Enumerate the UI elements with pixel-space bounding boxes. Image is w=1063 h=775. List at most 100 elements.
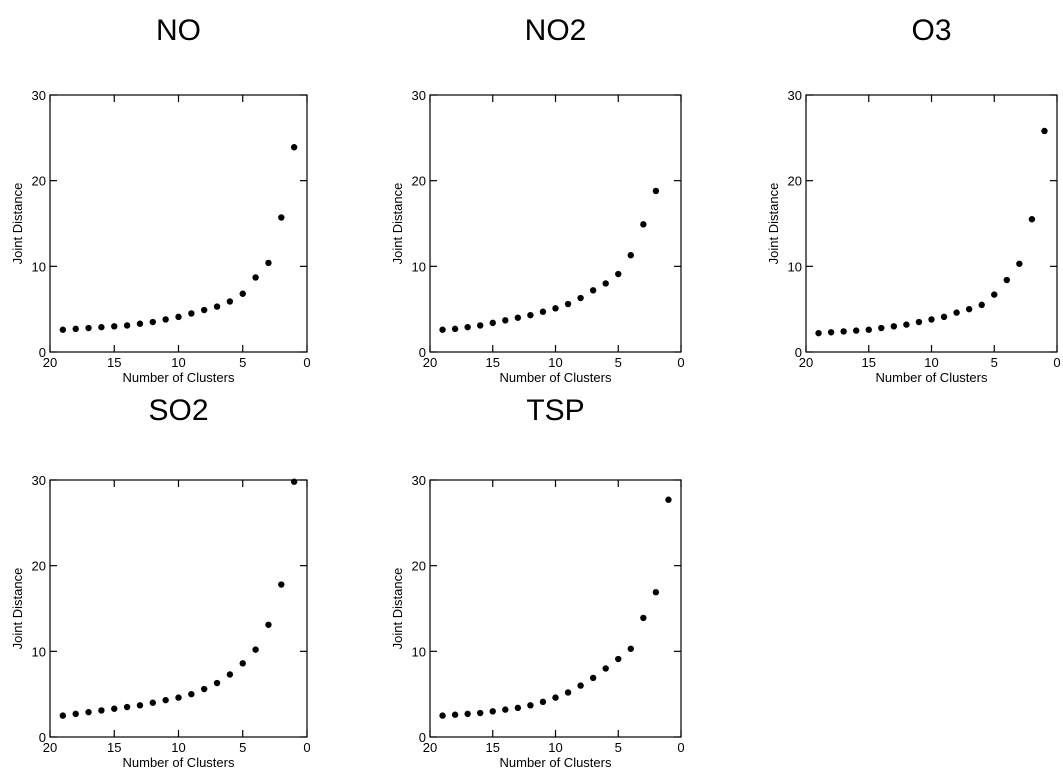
data-point: [111, 323, 118, 330]
x-axis-label: Number of Clusters: [123, 755, 235, 770]
x-tick-label: 0: [303, 740, 310, 755]
data-point: [1016, 260, 1023, 267]
data-point: [226, 298, 234, 305]
x-tick-label: 0: [677, 740, 684, 755]
data-point: [265, 621, 272, 628]
data-point: [162, 696, 169, 704]
panel-title: NO2: [525, 14, 587, 47]
data-point: [252, 646, 259, 653]
y-axis-label: Joint Distance: [10, 568, 25, 650]
x-axis-label: Number of Clusters: [123, 370, 235, 385]
x-tick-label: 10: [548, 740, 562, 755]
y-tick-label: 10: [32, 259, 46, 274]
y-tick-label: 20: [32, 174, 46, 189]
plot-frame: [805, 94, 1058, 353]
data-point: [111, 705, 118, 712]
data-point: [615, 655, 622, 663]
y-tick-label: 0: [795, 345, 802, 360]
data-point: [201, 306, 208, 314]
data-point: [890, 323, 898, 330]
data-point: [439, 712, 446, 719]
data-point: [1028, 216, 1036, 223]
panel-title: SO2: [148, 394, 208, 427]
data-point: [502, 706, 509, 713]
data-point: [1003, 276, 1010, 284]
data-point: [991, 291, 998, 298]
data-point: [615, 270, 622, 278]
data-point: [640, 614, 647, 622]
y-axis-label: Joint Distance: [10, 183, 25, 265]
y-tick-label: 30: [788, 88, 802, 103]
data-point: [502, 317, 509, 324]
y-tick-label: 30: [412, 473, 426, 488]
y-tick-label: 30: [32, 473, 46, 488]
data-point: [451, 711, 459, 718]
x-tick-label: 15: [862, 355, 876, 370]
y-tick-label: 30: [32, 88, 46, 103]
data-point: [72, 325, 79, 333]
data-point: [278, 581, 285, 588]
data-point: [564, 300, 572, 308]
data-point: [265, 259, 272, 267]
data-point: [464, 710, 471, 718]
data-point: [552, 305, 559, 312]
x-tick-label: 5: [239, 355, 246, 370]
plot-frame: [49, 94, 308, 353]
data-point: [589, 674, 597, 682]
chart-panel-so2: SO2 20 15 10 5 0 0 10 20 30 Number of Clusters Join…: [10, 394, 311, 770]
x-tick-label: 20: [43, 355, 57, 370]
data-point: [928, 316, 935, 323]
y-axis-label: Joint Distance: [766, 183, 781, 265]
y-tick-label: 0: [419, 345, 426, 360]
data-point: [239, 290, 246, 297]
y-tick-label: 10: [412, 644, 426, 659]
data-point: [477, 322, 484, 329]
data-point: [552, 694, 559, 701]
data-point: [853, 327, 860, 334]
data-point: [539, 308, 547, 315]
chart-panel-o3: O3 20 15 10 5 0 0 10 20 30 Number of Clusters Joint…: [766, 14, 1061, 385]
data-point: [640, 221, 647, 228]
data-point: [98, 323, 105, 331]
y-axis-label: Joint Distance: [390, 183, 405, 265]
data-point: [652, 589, 660, 596]
x-tick-label: 15: [107, 355, 121, 370]
chart-panel-tsp: TSP 20 15 10 5 0 0 10 20 30 Number of Clusters Join…: [390, 394, 685, 770]
data-point: [59, 326, 67, 333]
x-tick-label: 10: [171, 740, 185, 755]
data-point: [527, 702, 534, 709]
y-tick-label: 0: [419, 730, 426, 745]
data-point: [589, 287, 597, 294]
x-axis-label: Number of Clusters: [500, 755, 612, 770]
data-point: [290, 478, 298, 485]
x-tick-label: 0: [677, 355, 684, 370]
panel-title: NO: [156, 14, 201, 47]
data-point: [149, 699, 156, 706]
y-tick-label: 0: [39, 345, 46, 360]
y-tick-label: 20: [412, 174, 426, 189]
x-tick-label: 0: [303, 355, 310, 370]
x-tick-label: 10: [924, 355, 938, 370]
data-point: [136, 320, 144, 327]
data-point: [149, 318, 156, 326]
data-point: [903, 321, 910, 328]
panel-title: O3: [911, 14, 951, 47]
data-point: [965, 305, 973, 313]
data-point: [451, 325, 459, 333]
y-tick-label: 10: [32, 644, 46, 659]
x-tick-label: 10: [171, 355, 185, 370]
data-point: [85, 708, 92, 716]
data-point: [252, 274, 259, 281]
data-point: [477, 709, 484, 717]
data-point: [290, 144, 298, 151]
x-axis-label: Number of Clusters: [876, 370, 988, 385]
data-point: [439, 326, 446, 333]
data-point: [840, 328, 847, 335]
data-point: [226, 671, 234, 678]
data-point: [577, 294, 584, 302]
data-point: [489, 319, 496, 327]
y-tick-label: 10: [412, 259, 426, 274]
x-tick-label: 5: [615, 355, 622, 370]
x-tick-label: 5: [615, 740, 622, 755]
